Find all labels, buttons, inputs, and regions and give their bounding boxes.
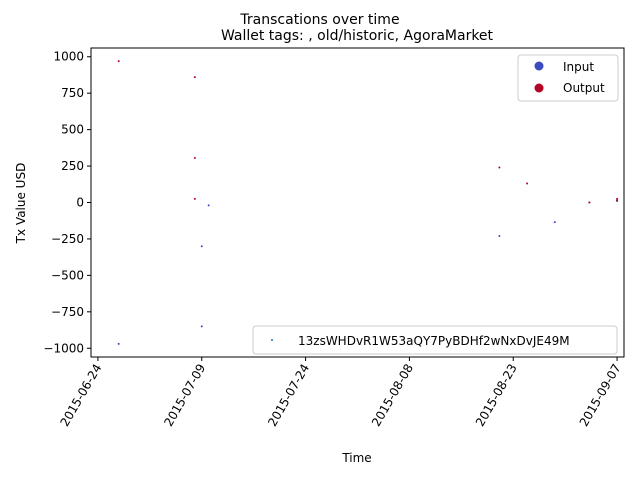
legend-wallet-box: [252, 325, 618, 355]
output-point: [117, 60, 120, 63]
output-point: [526, 182, 529, 185]
output-point: [193, 197, 196, 200]
input-point: [200, 245, 203, 248]
x-tick-label: 2015-08-23: [473, 362, 520, 429]
x-tick-label: 2015-07-09: [161, 362, 208, 429]
y-tick-label: −500: [51, 268, 84, 282]
input-point: [200, 325, 203, 328]
y-axis-label: Tx Value USD: [14, 163, 28, 245]
input-point: [117, 342, 120, 345]
output-point: [193, 157, 196, 160]
x-axis: 2015-06-24 2015-07-09 2015-07-24 2015-08-08…: [58, 357, 624, 429]
data-points: [117, 60, 619, 345]
y-tick-label: −1000: [43, 341, 84, 355]
legend-input-marker: [534, 61, 544, 71]
y-axis: 1000 750 500 250 0 −250 −500 −750 −1000: [43, 50, 91, 355]
y-tick-label: 750: [61, 86, 84, 100]
legend-wallet-label: 13zsWHDvR1W53aQY7PyBDHf2wNxDvJE49M: [298, 334, 570, 348]
output-point: [616, 197, 619, 200]
x-tick-label: 2015-09-07: [577, 362, 624, 429]
input-point: [553, 221, 556, 224]
output-point: [616, 199, 619, 202]
x-tick-label: 2015-07-24: [265, 362, 312, 429]
x-tick-label: 2015-06-24: [58, 362, 105, 429]
y-tick-label: 250: [61, 159, 84, 173]
x-axis-label: Time: [341, 451, 371, 465]
y-tick-label: −250: [51, 232, 84, 246]
output-point: [193, 76, 196, 79]
chart-subtitle: Wallet tags: , old/historic, AgoraMarket: [221, 28, 494, 44]
legend-input-label: Input: [563, 60, 594, 74]
output-point: [588, 201, 591, 204]
chart-title: Transcations over time: [239, 12, 399, 28]
legend-wallet: 13zsWHDvR1W53aQY7PyBDHf2wNxDvJE49M: [252, 325, 618, 355]
legend-output-marker: [534, 83, 544, 93]
x-tick-label: 2015-08-08: [369, 362, 416, 429]
input-point: [207, 204, 210, 207]
legend-wallet-marker: [271, 339, 273, 341]
y-tick-label: 0: [76, 196, 84, 210]
y-tick-label: 500: [61, 123, 84, 137]
input-point: [498, 235, 501, 238]
y-tick-label: 1000: [53, 50, 84, 64]
y-tick-label: −750: [51, 305, 84, 319]
legend-type: Input Output: [517, 54, 619, 102]
legend-output-label: Output: [563, 81, 605, 95]
output-point: [498, 166, 501, 169]
